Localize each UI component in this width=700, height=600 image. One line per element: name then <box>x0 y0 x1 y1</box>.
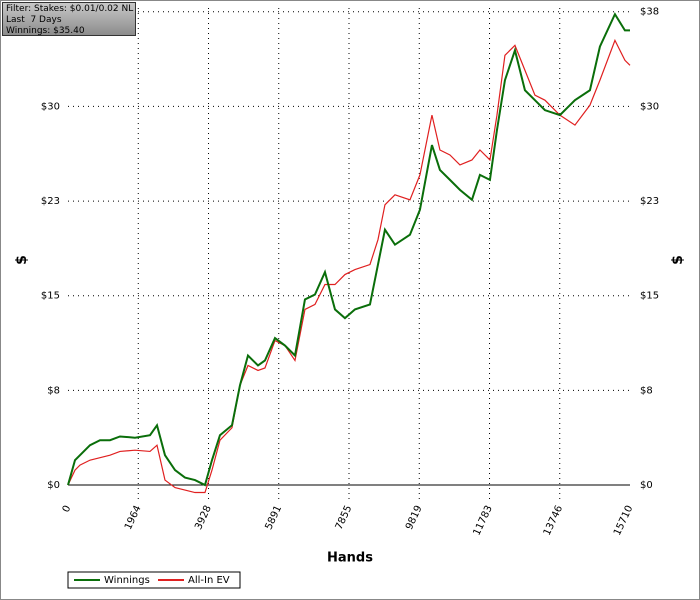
y2-tick-label: $8 <box>640 385 653 396</box>
filter-line: Last 7 Days <box>6 15 62 25</box>
y2-axis-label: $ <box>670 255 686 265</box>
y2-tick-label: $15 <box>640 291 659 302</box>
legend-label: All-In EV <box>188 575 230 586</box>
series-line <box>67 38 631 494</box>
series-line <box>67 12 630 487</box>
x-tick-label: 0 <box>61 504 74 514</box>
legend: Winnings All-In EV <box>67 571 241 589</box>
plot-area <box>68 8 630 500</box>
filter-line: Winnings: $35.40 <box>6 26 85 36</box>
filter-box: Filter: Stakes: $0.01/0.02 NL Last 7 Days… <box>2 2 136 36</box>
legend-label: Winnings <box>104 575 150 586</box>
y-tick-label: $0 <box>47 480 60 491</box>
y2-tick-label: $38 <box>640 7 659 18</box>
y2-tick-label: $0 <box>640 480 653 491</box>
y-tick-label: $23 <box>41 196 60 207</box>
x-axis-label: Hands <box>327 551 373 566</box>
legend-box <box>67 571 241 589</box>
y2-tick-label: $30 <box>640 101 659 112</box>
y2-tick-label: $23 <box>640 196 659 207</box>
filter-line: Filter: Stakes: $0.01/0.02 NL <box>6 4 134 14</box>
y-axis-label: $ <box>14 255 30 265</box>
y-tick-label: $8 <box>47 385 60 396</box>
y-tick-label: $15 <box>41 291 60 302</box>
y-tick-label: $30 <box>41 101 60 112</box>
